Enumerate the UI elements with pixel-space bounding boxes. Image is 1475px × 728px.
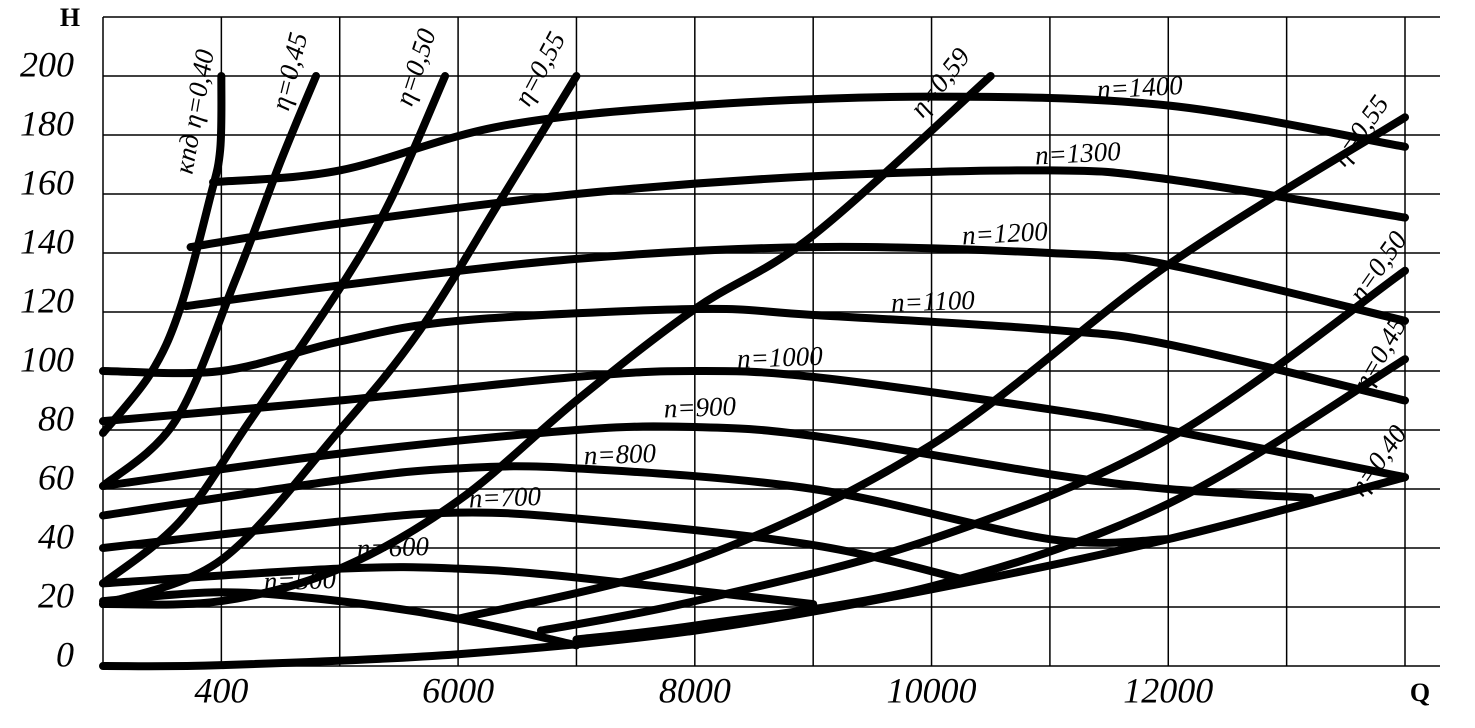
y-tick-label: 80 — [38, 398, 74, 438]
curve-label: n=1400 — [1096, 70, 1184, 104]
y-tick-label: 120 — [20, 280, 74, 320]
curve — [99, 462, 1173, 547]
y-tick-label: 40 — [38, 516, 74, 556]
curve-label: η=0,45 — [1347, 312, 1412, 395]
curve-label: n=800 — [583, 438, 657, 471]
curve-label: n=900 — [663, 391, 737, 424]
curve — [99, 72, 321, 491]
curve — [99, 563, 818, 609]
curve — [186, 166, 1409, 252]
y-tick-label: 160 — [20, 162, 74, 202]
y-tick-label: 200 — [20, 44, 74, 84]
curve — [99, 72, 995, 609]
y-tick-label: 180 — [20, 103, 74, 143]
curve — [99, 422, 1315, 502]
x-tick-label: 400 — [194, 670, 248, 710]
curve — [99, 588, 581, 650]
curve — [99, 508, 972, 585]
curve — [181, 242, 1409, 325]
curve-label: кпд η=0,40 — [169, 47, 220, 176]
curve-label: η=0,59 — [904, 42, 977, 123]
curve — [536, 266, 1409, 635]
curve-label: n=1100 — [891, 285, 976, 318]
curve — [572, 355, 1409, 644]
curve — [99, 473, 1409, 671]
curve-label: n=600 — [356, 531, 430, 564]
x-axis-label: Q — [1410, 678, 1430, 707]
curve-label: n=1000 — [737, 341, 824, 374]
y-tick-label: 20 — [38, 575, 74, 615]
x-tick-label: 6000 — [422, 670, 494, 710]
y-tick-label: 140 — [20, 221, 74, 261]
curve — [99, 72, 226, 437]
curve — [99, 366, 1409, 482]
x-tick-label: 10000 — [887, 670, 977, 710]
y-tick-label: 0 — [56, 634, 74, 674]
x-tick-label: 8000 — [659, 670, 731, 710]
curve-label: n=1200 — [961, 216, 1049, 250]
curve-label: n=1300 — [1034, 136, 1122, 170]
curve — [99, 72, 581, 609]
curve — [209, 92, 1409, 187]
curve — [454, 113, 1409, 623]
y-tick-label: 100 — [20, 339, 74, 379]
curve — [99, 304, 1409, 405]
y-tick-label: 60 — [38, 457, 74, 497]
curve-label: n=700 — [468, 481, 542, 514]
curve — [99, 72, 450, 588]
curve-label: n=500 — [263, 564, 337, 597]
y-axis-label: H — [60, 3, 80, 32]
x-tick-label: 12000 — [1123, 670, 1213, 710]
